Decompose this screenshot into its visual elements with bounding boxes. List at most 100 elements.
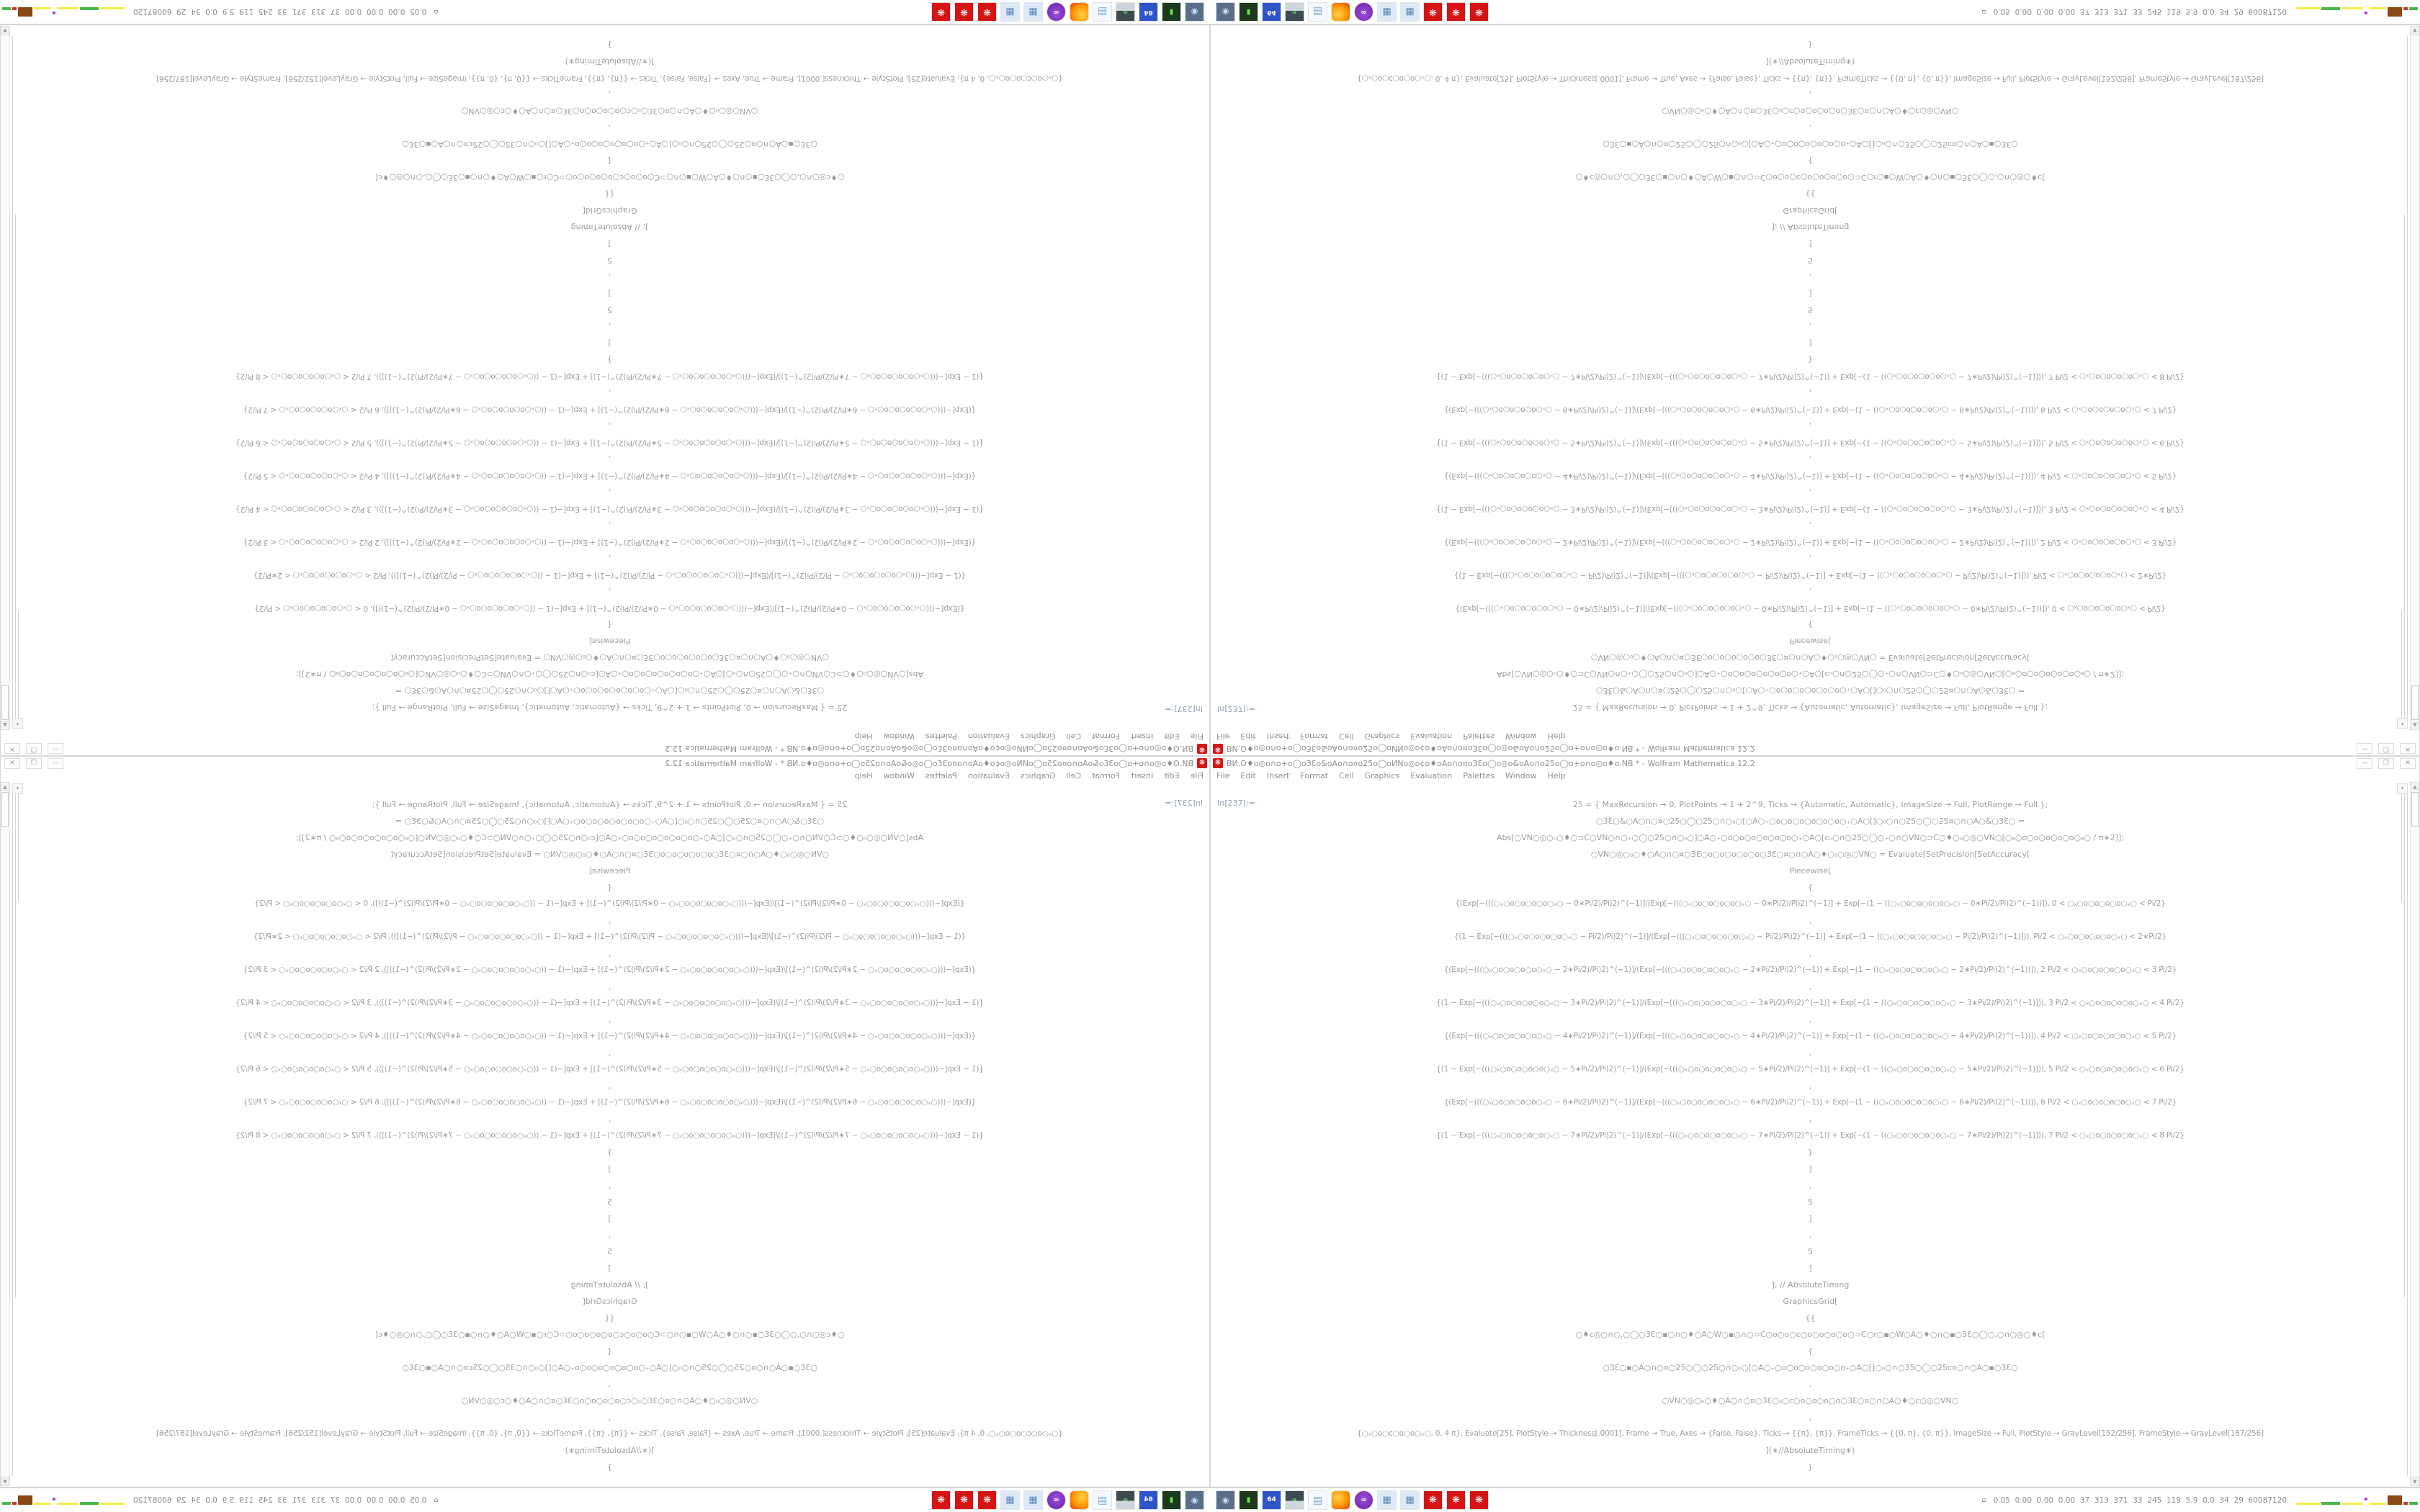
mathematica-3-icon[interactable]: ❋	[1469, 2, 1489, 22]
menu-palettes[interactable]: Palettes	[925, 771, 957, 780]
minimize-button[interactable]: —	[2357, 743, 2372, 755]
menu-file[interactable]: File	[1190, 732, 1204, 741]
system-monitor-icon[interactable]: ❧	[1285, 1490, 1304, 1510]
menu-edit[interactable]: Edit	[1240, 771, 1256, 780]
scroll-down-button[interactable]: ▼	[2411, 26, 2419, 35]
restore-button[interactable]: ❐	[2378, 757, 2394, 769]
notebook-content[interactable]: In[237]:= 25 = { MaxRecursion → 0, PlotP…	[1211, 782, 2409, 1486]
close-button[interactable]: ✕	[2400, 757, 2416, 769]
notebook-content[interactable]: In[237]:= 25 = { MaxRecursion → 0, PlotP…	[11, 26, 1209, 730]
menu-cell[interactable]: Cell	[1066, 732, 1081, 741]
mathematica-2-icon[interactable]: ❋	[954, 2, 974, 22]
scrollbar-thumb[interactable]	[1, 685, 9, 720]
menu-format[interactable]: Format	[1091, 732, 1120, 741]
screenshot-tool-icon[interactable]: ◉	[1185, 2, 1204, 22]
menu-file[interactable]: File	[1216, 771, 1230, 780]
cell-bracket-outer[interactable]	[12, 36, 13, 719]
floppy-64-icon[interactable]: 64	[1262, 2, 1281, 22]
calculator-1-icon[interactable]: ▦	[1023, 2, 1043, 22]
disk-utility-icon[interactable]: ▮	[1239, 2, 1258, 22]
menu-graphics[interactable]: Graphics	[1020, 771, 1056, 780]
minimize-button[interactable]: —	[48, 743, 63, 755]
titlebar[interactable]: ❋ ВИ.О♦о◎о∩о+о◯оЗƐо&оАо∩о¤о25о◯оИNо◎о¢о♦…	[1211, 757, 2419, 770]
mathematica-3-icon[interactable]: ❋	[931, 1490, 951, 1510]
elision-toggle[interactable]: ▾	[2397, 718, 2408, 729]
menu-file[interactable]: File	[1190, 771, 1204, 780]
cell-bracket-inner[interactable]	[2401, 793, 2402, 901]
notebook-content[interactable]: In[237]:= 25 = { MaxRecursion → 0, PlotP…	[11, 782, 1209, 1486]
minimize-button[interactable]: —	[2357, 757, 2372, 769]
cell-bracket-inner[interactable]	[18, 611, 19, 719]
floppy-64-icon[interactable]: 64	[1262, 1490, 1281, 1510]
calculator-1-icon[interactable]: ▦	[1023, 1490, 1043, 1510]
notepad-icon[interactable]: ▤	[1308, 1490, 1327, 1510]
mathematica-1-icon[interactable]: ❋	[977, 2, 997, 22]
menu-insert[interactable]: Insert	[1266, 732, 1290, 741]
titlebar[interactable]: ❋ ВИ.О♦о◎о∩о+о◯оЗƐо&оАо∩о¤о25о◯оИNо◎о¢о♦…	[1, 757, 1209, 770]
calculator-2-icon[interactable]: ▦	[1400, 1490, 1420, 1510]
menu-cell[interactable]: Cell	[1339, 732, 1354, 741]
menu-evaluation[interactable]: Evaluation	[1410, 771, 1453, 780]
calculator-2-icon[interactable]: ▦	[1000, 2, 1020, 22]
cell-bracket-outer[interactable]	[2407, 793, 2408, 1476]
menu-edit[interactable]: Edit	[1240, 732, 1256, 741]
restore-button[interactable]: ❐	[2378, 743, 2394, 755]
restore-button[interactable]: ❐	[26, 757, 42, 769]
menu-evaluation[interactable]: Evaluation	[1410, 732, 1453, 741]
cell-bracket-outer[interactable]	[2407, 36, 2408, 719]
calculator-2-icon[interactable]: ▦	[1400, 2, 1420, 22]
menu-window[interactable]: Window	[883, 732, 915, 741]
menu-palettes[interactable]: Palettes	[1463, 771, 1495, 780]
restore-button[interactable]: ❐	[26, 743, 42, 755]
calculator-1-icon[interactable]: ▦	[1377, 2, 1397, 22]
disk-utility-icon[interactable]: ▮	[1162, 2, 1181, 22]
cell-bracket-middle[interactable]	[15, 215, 16, 719]
scroll-up-button[interactable]: ▲	[1, 721, 9, 730]
privacy-owl-icon[interactable]: ∞	[1354, 1490, 1373, 1510]
notebook-content[interactable]: In[237]:= 25 = { MaxRecursion → 0, PlotP…	[1211, 26, 2409, 730]
menu-graphics[interactable]: Graphics	[1364, 771, 1400, 780]
menu-window[interactable]: Window	[883, 771, 915, 780]
menu-evaluation[interactable]: Evaluation	[967, 771, 1010, 780]
menu-cell[interactable]: Cell	[1066, 771, 1081, 780]
menu-format[interactable]: Format	[1300, 732, 1329, 741]
menu-help[interactable]: Help	[854, 771, 873, 780]
disk-utility-icon[interactable]: ▮	[1162, 1490, 1181, 1510]
scroll-down-button[interactable]: ▼	[1, 1477, 9, 1486]
firefox-icon[interactable]	[1070, 1490, 1089, 1510]
system-monitor-icon[interactable]: ❧	[1116, 1490, 1135, 1510]
vertical-scrollbar[interactable]: ▲ ▼	[1, 782, 10, 1486]
disk-utility-icon[interactable]: ▮	[1239, 1490, 1258, 1510]
titlebar[interactable]: ❋ ВИ.О♦о◎о∩о+о◯оЗƐо&оАо∩о¤о25о◯оИNо◎о¢о♦…	[1211, 742, 2419, 755]
mathematica-3-icon[interactable]: ❋	[931, 2, 951, 22]
menu-file[interactable]: File	[1216, 732, 1230, 741]
close-button[interactable]: ✕	[4, 743, 20, 755]
menu-edit[interactable]: Edit	[1164, 771, 1180, 780]
mathematica-3-icon[interactable]: ❋	[1469, 1490, 1489, 1510]
mathematica-1-icon[interactable]: ❋	[1423, 1490, 1443, 1510]
calculator-2-icon[interactable]: ▦	[1000, 1490, 1020, 1510]
menu-window[interactable]: Window	[1505, 732, 1537, 741]
cell-bracket-inner[interactable]	[18, 793, 19, 901]
elision-toggle[interactable]: ▾	[12, 718, 23, 729]
cell-bracket-middle[interactable]	[2404, 215, 2405, 719]
menu-insert[interactable]: Insert	[1130, 771, 1154, 780]
screenshot-tool-icon[interactable]: ◉	[1216, 1490, 1235, 1510]
mathematica-1-icon[interactable]: ❋	[977, 1490, 997, 1510]
menu-help[interactable]: Help	[854, 732, 873, 741]
menu-help[interactable]: Help	[1547, 771, 1566, 780]
firefox-icon[interactable]	[1331, 1490, 1350, 1510]
scroll-up-button[interactable]: ▲	[2411, 782, 2419, 791]
scroll-down-button[interactable]: ▼	[1, 26, 9, 35]
menu-graphics[interactable]: Graphics	[1364, 732, 1400, 741]
scrollbar-thumb[interactable]	[2411, 685, 2419, 720]
notepad-icon[interactable]: ▤	[1093, 1490, 1112, 1510]
scrollbar-thumb[interactable]	[1, 792, 9, 827]
menu-palettes[interactable]: Palettes	[925, 732, 957, 741]
mathematica-2-icon[interactable]: ❋	[1446, 1490, 1466, 1510]
menu-edit[interactable]: Edit	[1164, 732, 1180, 741]
menu-insert[interactable]: Insert	[1130, 732, 1154, 741]
scrollbar-thumb[interactable]	[2411, 792, 2419, 827]
privacy-owl-icon[interactable]: ∞	[1047, 1490, 1066, 1510]
notepad-icon[interactable]: ▤	[1308, 2, 1327, 22]
